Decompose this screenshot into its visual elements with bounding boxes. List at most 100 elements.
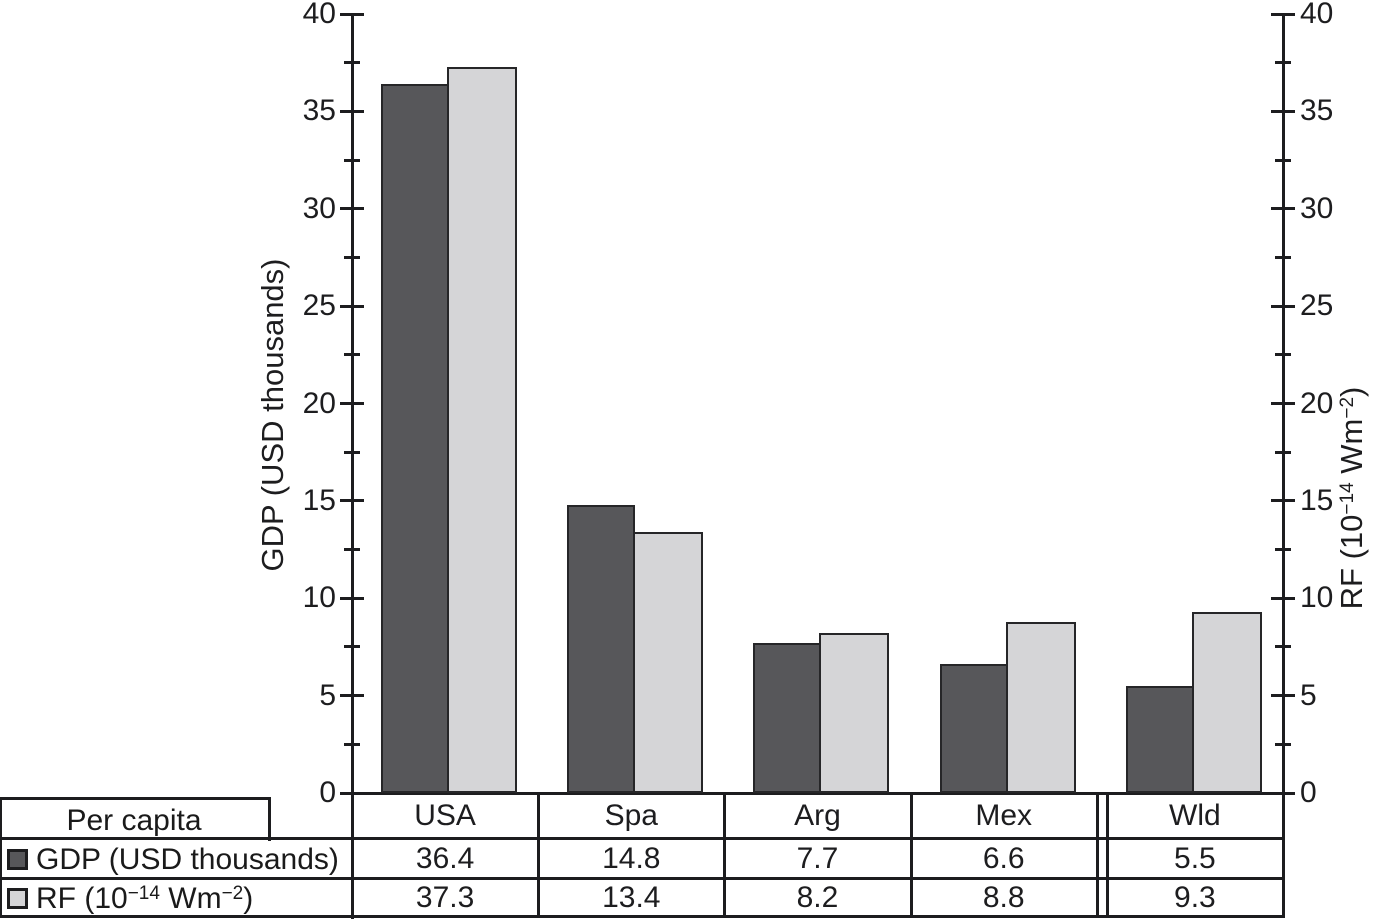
rf-label-sup2: −2: [221, 882, 244, 904]
left-axis-tick-label: 25: [302, 289, 336, 323]
right-axis-title: RF (10−14 Wm−2): [1334, 387, 1370, 610]
right-axis-minor-tick: [1275, 353, 1291, 357]
right-axis-minor-tick: [1275, 548, 1291, 552]
table-gdp-value: 7.7: [796, 842, 839, 875]
right-axis-minor-tick: [1275, 158, 1291, 162]
right-axis-tick-label: 20: [1300, 386, 1334, 420]
rf-series-swatch-icon: [7, 888, 28, 909]
bar-rf-usa: [447, 67, 517, 793]
rf-title-pre: RF (10: [1334, 514, 1369, 610]
right-axis-major-tick: [1271, 12, 1295, 16]
rf-title-sup2: −2: [1337, 396, 1358, 419]
left-axis-minor-tick: [344, 548, 360, 552]
right-axis-line: [1282, 14, 1285, 918]
legend-row-gdp: GDP (USD thousands): [0, 841, 352, 878]
right-axis-tick-label: 35: [1300, 94, 1334, 128]
bar-gdp-usa: [381, 84, 449, 793]
left-axis-tick-label: 20: [302, 386, 336, 420]
left-axis-tick-label: 5: [319, 678, 336, 712]
bar-rf-wld: [1191, 612, 1262, 793]
table-gdp-value: 14.8: [602, 842, 661, 875]
table-col-sep: [909, 793, 913, 918]
left-axis-major-tick: [340, 109, 364, 113]
left-axis-tick-label: 0: [319, 776, 336, 809]
right-axis-tick-label: 10: [1300, 581, 1334, 615]
right-axis-major-tick: [1271, 499, 1295, 503]
bar-gdp-mex: [939, 664, 1008, 793]
table-line-top-row: [0, 837, 1284, 840]
table-rf-value: 9.3: [1174, 880, 1216, 914]
bar-gdp-arg: [753, 643, 822, 793]
bar-rf-arg: [819, 633, 890, 793]
table-header-arg: Arg: [794, 798, 841, 832]
table-gdp-value: 6.6: [982, 842, 1025, 875]
x-axis-line: [351, 792, 1284, 795]
table-gdp-value: 5.5: [1174, 842, 1216, 875]
rf-label-post: ): [243, 881, 254, 915]
table-col-sep: [537, 793, 541, 918]
left-axis-tick-label: 30: [302, 191, 336, 225]
gdp-series-swatch-icon: [7, 849, 28, 870]
right-axis-minor-tick: [1275, 742, 1291, 746]
left-axis-major-tick: [340, 791, 364, 795]
legend-title-cell: Per capita: [0, 797, 271, 841]
bar-gdp-spa: [567, 505, 636, 793]
right-axis-major-tick: [1271, 596, 1295, 600]
table-header-usa: USA: [414, 798, 476, 832]
left-axis-major-tick: [340, 12, 364, 16]
legend-title: Per capita: [66, 803, 202, 837]
right-axis-tick-label: 25: [1300, 289, 1334, 323]
left-axis-major-tick: [340, 402, 364, 405]
legend-row-rf: RF (10−14 Wm−2): [0, 880, 352, 917]
left-axis-minor-tick: [344, 255, 360, 259]
right-axis-major-tick: [1271, 304, 1295, 308]
rf-label-sup1: −14: [127, 882, 160, 904]
rf-title-mid: Wm: [1334, 418, 1369, 483]
left-axis-major-tick: [340, 304, 364, 308]
right-axis-major-tick: [1271, 207, 1295, 211]
bar-rf-mex: [1005, 622, 1076, 793]
table-rf-value: 8.8: [982, 880, 1025, 914]
rf-title-sup1: −14: [1337, 482, 1358, 515]
rf-label-mid: Wm: [159, 881, 222, 915]
gdp-series-label: GDP (USD thousands): [36, 842, 339, 876]
table-line-bottom: [0, 915, 1284, 918]
right-axis-tick-label: 15: [1300, 483, 1334, 517]
bar-gdp-wld: [1125, 686, 1194, 793]
table-gdp-value: 36.4: [415, 842, 475, 875]
right-axis-major-tick: [1271, 109, 1295, 113]
left-axis-tick-label: 40: [302, 0, 336, 30]
table-rf-value: 8.2: [796, 880, 839, 914]
right-axis-minor-tick: [1275, 645, 1291, 649]
left-axis-minor-tick: [344, 450, 360, 454]
right-axis-tick-label: 0: [1300, 776, 1317, 809]
table-left-edge: [0, 797, 2, 918]
right-axis-minor-tick: [1275, 255, 1291, 259]
table-header-wld: Wld: [1169, 798, 1221, 832]
left-axis-minor-tick: [344, 742, 360, 746]
rf-title-post: ): [1334, 386, 1369, 397]
left-axis-major-tick: [340, 596, 364, 600]
left-axis-tick-label: 10: [302, 581, 336, 615]
left-axis-major-tick: [340, 207, 364, 211]
right-axis-tick-label: 30: [1300, 191, 1334, 225]
table-line-mid-row: [0, 877, 1284, 880]
right-axis-minor-tick: [1275, 61, 1291, 65]
table-header-spa: Spa: [604, 798, 658, 832]
right-axis-tick-label: 40: [1300, 0, 1334, 30]
left-axis-minor-tick: [344, 645, 360, 649]
table-header-mex: Mex: [975, 798, 1033, 832]
right-axis-minor-tick: [1275, 450, 1291, 454]
left-axis-major-tick: [340, 499, 364, 503]
table-col-sep: [723, 793, 727, 918]
left-axis-tick-label: 35: [302, 94, 336, 128]
rf-series-label: RF (10−14 Wm−2): [36, 882, 253, 916]
axis-break-line: [1095, 793, 1099, 918]
axis-break-line: [1105, 793, 1109, 918]
right-axis-major-tick: [1271, 694, 1295, 698]
right-axis-major-tick: [1271, 791, 1295, 795]
right-axis-major-tick: [1271, 402, 1295, 405]
table-rf-value: 13.4: [602, 880, 661, 914]
left-axis-major-tick: [340, 694, 364, 698]
